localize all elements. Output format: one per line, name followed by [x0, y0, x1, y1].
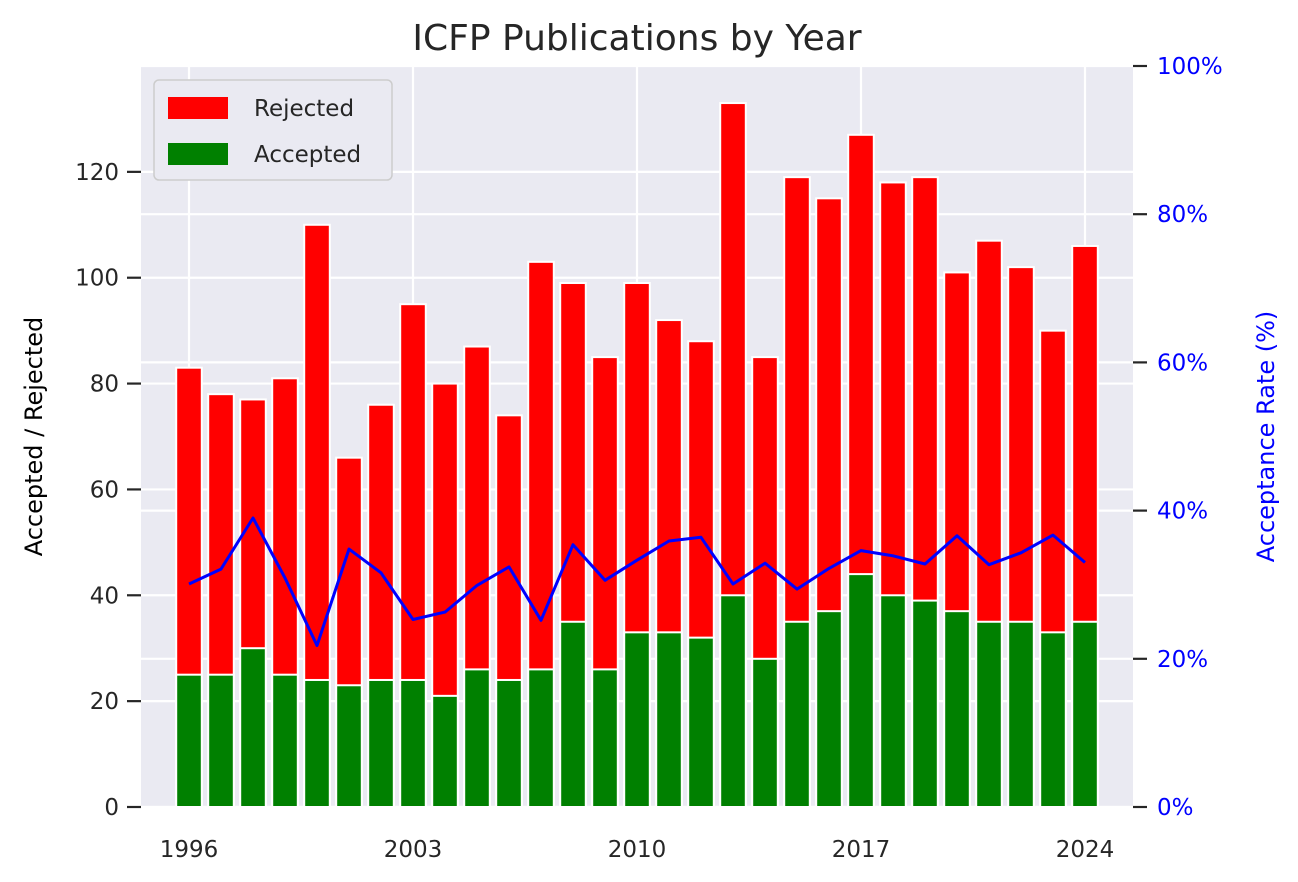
bar-accepted [1071, 620, 1099, 808]
x-tick-label: 2024 [1056, 837, 1115, 863]
bar-accepted [367, 678, 395, 809]
bar-accepted [815, 610, 843, 809]
bar-accepted [751, 657, 779, 808]
bar-accepted [623, 631, 651, 808]
bar-accepted [527, 668, 555, 809]
bar-accepted [207, 673, 235, 809]
bar-accepted [943, 610, 971, 809]
bar-accepted [719, 594, 747, 808]
right-axis: 0% 20% 40% 60% 80% 100% [1133, 54, 1223, 821]
y2-tick-label: 100% [1157, 54, 1223, 80]
legend-label-accepted: Accepted [254, 142, 361, 168]
y2-tick-label: 60% [1157, 350, 1208, 376]
bar-accepted [271, 673, 299, 809]
y-axis-label: Accepted / Rejected [20, 317, 48, 557]
y2-tick-label: 40% [1157, 499, 1208, 525]
bar-accepted [335, 684, 363, 808]
x-tick-label: 2017 [832, 837, 891, 863]
bar-accepted [687, 636, 715, 809]
x-tick-label: 1996 [160, 837, 219, 863]
bar-accepted [495, 678, 523, 809]
bar-accepted [879, 594, 907, 808]
bar-accepted [463, 668, 491, 809]
y2-axis-label: Acceptance Rate (%) [1252, 311, 1280, 563]
bar-accepted [591, 668, 619, 809]
bar-accepted [911, 599, 939, 808]
bar-accepted [431, 694, 459, 808]
y2-tick-label: 20% [1157, 647, 1208, 673]
y2-tick-label: 0% [1157, 795, 1194, 821]
legend-label-rejected: Rejected [254, 96, 354, 122]
bar-accepted [559, 620, 587, 808]
bar-accepted [239, 647, 267, 809]
x-tick-label: 2010 [608, 837, 667, 863]
bar-accepted [175, 673, 203, 809]
bar-accepted [303, 678, 331, 809]
x-tick-label: 2003 [384, 837, 443, 863]
bar-accepted [783, 620, 811, 808]
acceptance-rate-line [188, 516, 1086, 647]
y-tick-label: 20 [90, 689, 119, 715]
y-tick-label: 60 [90, 477, 119, 503]
y-tick-label: 80 [90, 372, 119, 398]
y-tick-label: 40 [90, 583, 119, 609]
bar-accepted [847, 573, 875, 808]
bar-accepted [1039, 631, 1067, 808]
acceptance-rate-line-group [188, 516, 1086, 647]
bar-accepted [1007, 620, 1035, 808]
y-tick-label: 100 [75, 266, 119, 292]
left-axis: 0 20 40 60 80 100 120 [75, 160, 141, 821]
y2-tick-label: 80% [1157, 202, 1208, 228]
bar-accepted [399, 678, 427, 809]
legend-swatch-accepted [168, 143, 228, 165]
bar-accepted [975, 620, 1003, 808]
legend-swatch-rejected [168, 97, 228, 119]
legend: Rejected Accepted [153, 79, 393, 181]
bar-accepted [655, 631, 683, 808]
y-tick-label: 0 [104, 795, 119, 821]
chart-title: ICFP Publications by Year [412, 18, 861, 59]
y-tick-label: 120 [75, 160, 119, 186]
bars [175, 102, 1099, 809]
x-axis: 1996 2003 2010 2017 2024 [160, 837, 1115, 863]
